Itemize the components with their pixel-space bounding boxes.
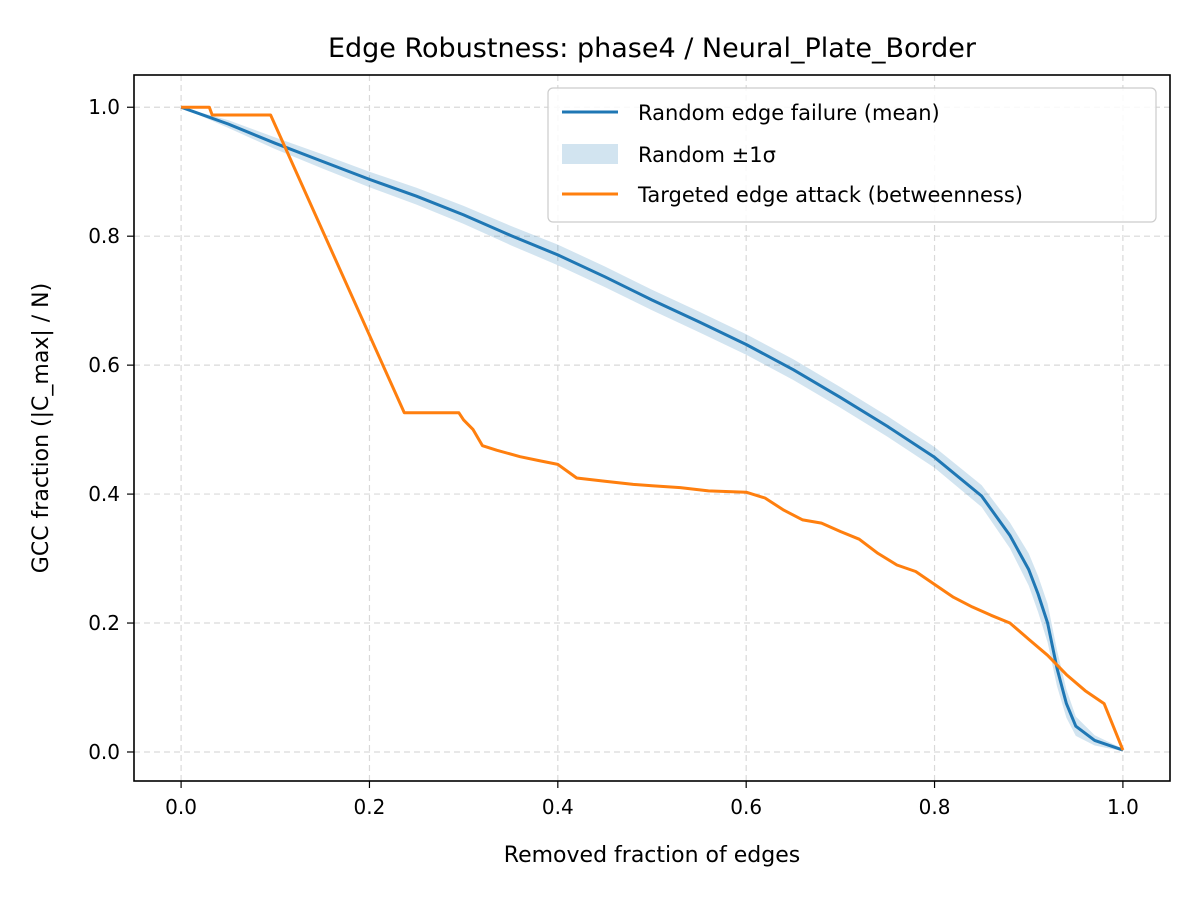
legend-box — [547, 87, 1157, 223]
y-axis-label: GCC fraction (|C_max| / N) — [29, 283, 54, 573]
legend: Random edge failure (mean) Random ±1σ Ta… — [547, 87, 1157, 223]
x-tick-label: 0.6 — [730, 795, 762, 819]
y-tick-label: 0.6 — [88, 353, 120, 377]
x-tick-label: 0.2 — [354, 795, 386, 819]
y-tick-label: 0.0 — [88, 740, 120, 764]
x-tick-label: 0.4 — [542, 795, 574, 819]
y-tick-label: 0.2 — [88, 611, 120, 635]
x-tick-label: 0.0 — [165, 795, 197, 819]
legend-label-targeted: Targeted edge attack (betweenness) — [637, 183, 1023, 207]
axes: 0.0 0.2 0.4 0.6 0.8 1.0 0.0 0.2 0.4 0.6 0.8 1.0 — [88, 95, 1139, 819]
x-axis-label: Removed fraction of edges — [504, 843, 800, 868]
legend-label-random-band: Random ±1σ — [638, 143, 776, 167]
y-tick-label: 0.8 — [88, 224, 120, 248]
y-tick-label: 0.4 — [88, 482, 120, 506]
plot-area — [180, 105, 1125, 752]
targeted-attack-line — [181, 105, 1125, 751]
y-tick-label: 1.0 — [88, 95, 120, 119]
legend-swatch-random-band — [562, 144, 618, 164]
chart-title: Edge Robustness: phase4 / Neural_Plate_B… — [328, 33, 977, 64]
random-mean-line — [180, 105, 1124, 752]
x-tick-label: 0.8 — [919, 795, 951, 819]
legend-label-random-mean: Random edge failure (mean) — [638, 101, 940, 125]
plot-frame — [133, 74, 1171, 782]
x-tick-label: 1.0 — [1107, 795, 1139, 819]
